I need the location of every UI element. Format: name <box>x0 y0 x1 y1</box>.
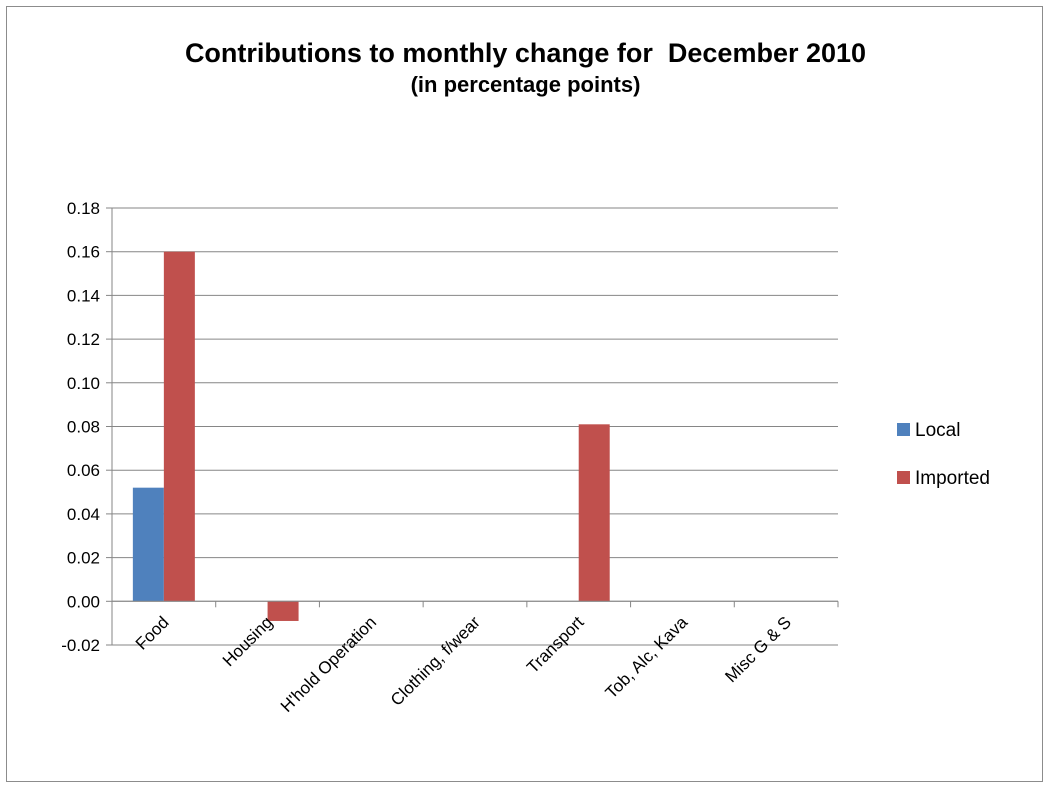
y-tick-labels: 0.18 0.16 0.14 0.12 0.10 0.08 0.06 0.04 0.02 0.00… <box>61 199 100 655</box>
bar-imported <box>578 424 610 602</box>
y-tick-label: 0.04 <box>67 505 100 524</box>
x-tick-label: Tob, Alc, Kava <box>602 612 692 702</box>
x-tick-label: Clothing, f/wear <box>387 612 484 709</box>
y-tick-label: 0.06 <box>67 461 100 480</box>
y-tick-label: 0.12 <box>67 330 100 349</box>
y-tick-label: 0.02 <box>67 549 100 568</box>
y-tick-label: 0.16 <box>67 243 100 262</box>
gridlines <box>112 207 838 646</box>
x-tick-label: Housing <box>219 613 277 671</box>
legend-label-imported: Imported <box>915 468 990 489</box>
bar-imported <box>163 251 195 602</box>
x-tick-label: Misc G & S <box>721 613 795 687</box>
y-tick-label: 0.10 <box>67 374 100 393</box>
legend-label-local: Local <box>915 420 960 441</box>
bars <box>132 251 610 621</box>
bar-imported <box>267 601 299 621</box>
x-tick-labels: Food Housing H'hold Operation Clothing, f/w… <box>132 612 795 716</box>
x-tick-label: Food <box>132 613 173 654</box>
y-tick-label: 0.00 <box>67 592 100 611</box>
axes <box>106 207 839 646</box>
y-tick-label: 0.08 <box>67 418 100 437</box>
chart-title-block: Contributions to monthly change for Dece… <box>0 36 1051 100</box>
y-tick-label: 0.14 <box>67 286 100 305</box>
x-tick-label: H'hold Operation <box>277 613 380 716</box>
legend-swatch-local <box>897 423 910 436</box>
y-tick-label: 0.18 <box>67 199 100 218</box>
legend-swatch-imported <box>897 471 910 484</box>
chart-title: Contributions to monthly change for Dece… <box>184 38 867 68</box>
bar-local <box>132 487 164 602</box>
chart-subtitle: (in percentage points) <box>410 72 641 97</box>
y-tick-label: -0.02 <box>61 636 100 655</box>
legend: Local Imported <box>897 420 990 489</box>
